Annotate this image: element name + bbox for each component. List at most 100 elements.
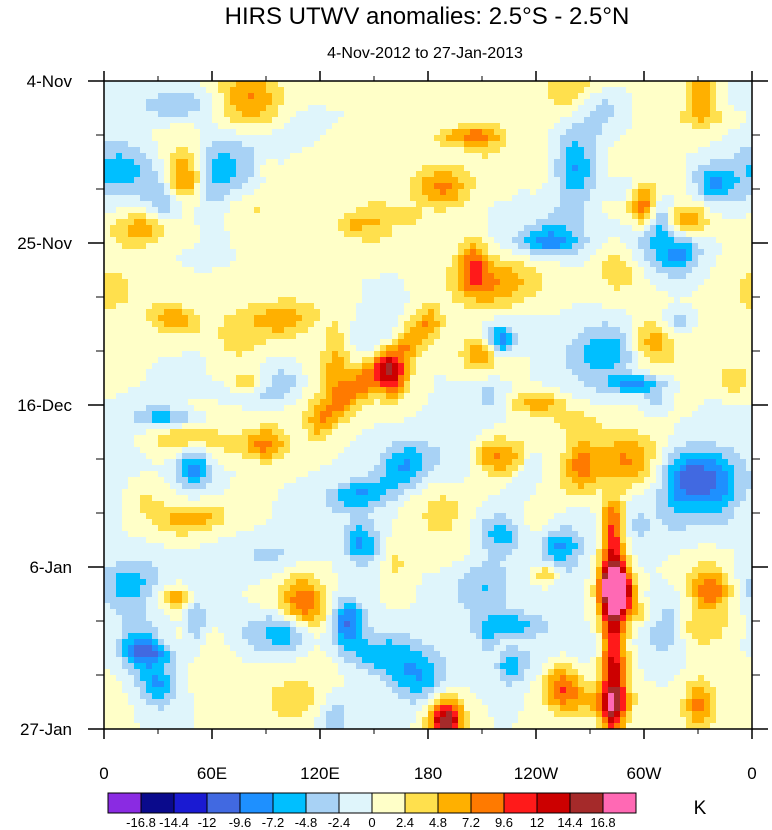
- field-cell: [602, 291, 609, 298]
- field-cell: [212, 153, 219, 160]
- field-cell: [476, 327, 483, 334]
- field-cell: [734, 195, 741, 202]
- field-cell: [110, 93, 117, 100]
- field-cell: [416, 261, 423, 268]
- field-cell: [710, 339, 717, 346]
- field-cell: [266, 201, 273, 208]
- field-cell: [728, 153, 735, 160]
- field-cell: [278, 195, 285, 202]
- field-cell: [500, 285, 507, 292]
- field-cell: [350, 189, 357, 196]
- field-cell: [380, 315, 387, 322]
- field-cell: [464, 225, 471, 232]
- field-cell: [716, 123, 723, 130]
- field-cell: [386, 213, 393, 220]
- field-cell: [464, 87, 471, 94]
- field-cell: [626, 111, 633, 118]
- field-cell: [392, 135, 399, 142]
- field-cell: [686, 267, 693, 274]
- field-cell: [650, 93, 657, 100]
- field-cell: [272, 207, 279, 214]
- field-cell: [368, 111, 375, 118]
- field-cell: [212, 141, 219, 148]
- field-cell: [308, 207, 315, 214]
- field-cell: [188, 339, 195, 346]
- field-cell: [620, 345, 627, 352]
- field-cell: [398, 93, 405, 100]
- field-cell: [644, 237, 651, 244]
- field-cell: [458, 315, 465, 322]
- field-cell: [242, 303, 249, 310]
- field-cell: [350, 81, 357, 88]
- field-cell: [482, 135, 489, 142]
- field-cell: [188, 321, 195, 328]
- field-cell: [344, 351, 351, 358]
- field-cell: [458, 177, 465, 184]
- field-cell: [506, 147, 513, 154]
- field-cell: [422, 135, 429, 142]
- field-cell: [632, 267, 639, 274]
- field-cell: [284, 141, 291, 148]
- field-cell: [356, 243, 363, 250]
- field-cell: [620, 129, 627, 136]
- field-cell: [266, 267, 273, 274]
- field-cell: [554, 291, 561, 298]
- field-cell: [644, 117, 651, 124]
- field-cell: [626, 351, 633, 358]
- field-cell: [128, 99, 135, 106]
- field-cell: [740, 297, 747, 304]
- field-cell: [572, 255, 579, 262]
- field-cell: [164, 213, 171, 220]
- field-cell: [140, 207, 147, 214]
- field-cell: [356, 87, 363, 94]
- field-cell: [548, 345, 555, 352]
- field-cell: [374, 105, 381, 112]
- field-cell: [254, 315, 261, 322]
- field-cell: [194, 225, 201, 232]
- field-cell: [296, 249, 303, 256]
- field-cell: [392, 183, 399, 190]
- field-cell: [614, 321, 621, 328]
- field-cell: [260, 237, 267, 244]
- field-cell: [248, 267, 255, 274]
- field-cell: [116, 231, 123, 238]
- field-cell: [290, 309, 297, 316]
- field-cell: [428, 237, 435, 244]
- field-cell: [170, 267, 177, 274]
- field-cell: [644, 351, 651, 358]
- field-cell: [746, 321, 752, 328]
- field-cell: [422, 213, 429, 220]
- field-cell: [536, 261, 543, 268]
- field-cell: [464, 147, 471, 154]
- field-cell: [470, 231, 477, 238]
- field-cell: [164, 201, 171, 208]
- field-cell: [104, 183, 111, 190]
- field-cell: [386, 249, 393, 256]
- field-cell: [404, 237, 411, 244]
- field-cell: [650, 165, 657, 172]
- field-cell: [602, 345, 609, 352]
- field-cell: [638, 255, 645, 262]
- field-cell: [740, 123, 747, 130]
- field-cell: [266, 159, 273, 166]
- field-cell: [488, 117, 495, 124]
- field-cell: [164, 231, 171, 238]
- field-cell: [158, 165, 165, 172]
- field-cell: [536, 93, 543, 100]
- field-cell: [128, 147, 135, 154]
- field-cell: [362, 261, 369, 268]
- field-cell: [278, 255, 285, 262]
- field-cell: [326, 303, 333, 310]
- field-cell: [506, 213, 513, 220]
- field-cell: [374, 135, 381, 142]
- field-cell: [236, 159, 243, 166]
- field-cell: [254, 105, 261, 112]
- field-cell: [368, 81, 375, 88]
- field-cell: [710, 213, 717, 220]
- field-cell: [230, 153, 237, 160]
- field-cell: [374, 189, 381, 196]
- field-cell: [170, 285, 177, 292]
- field-cell: [326, 189, 333, 196]
- field-cell: [266, 123, 273, 130]
- field-cell: [590, 225, 597, 232]
